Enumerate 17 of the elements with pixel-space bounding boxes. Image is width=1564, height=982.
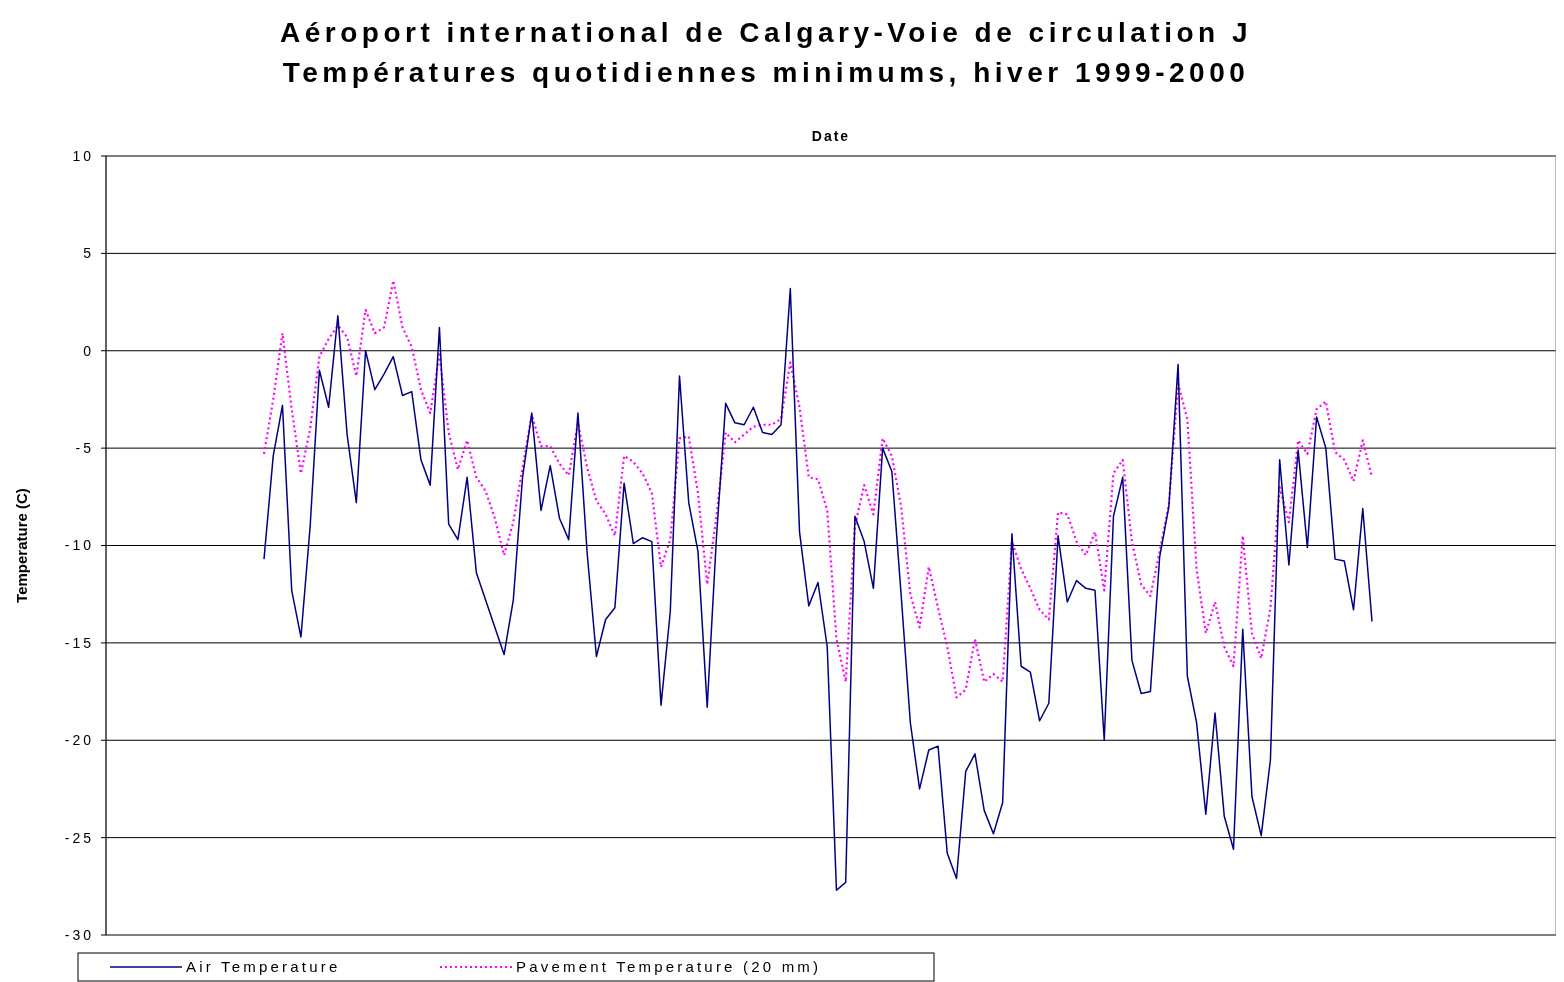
line-series [263, 287, 1373, 891]
y-tick-label: 0 [83, 342, 94, 359]
y-tick-label: -30 [64, 926, 94, 943]
y-tick-label: -10 [64, 537, 94, 554]
y-tick-label: -5 [75, 440, 94, 457]
chart-subtitle: Températures quotidiennes minimums, hiver 1999-2000 [282, 57, 1250, 88]
y-tick-label: -20 [64, 732, 94, 749]
x-axis-title: Date [811, 128, 851, 144]
y-tick-label: 10 [72, 147, 94, 164]
y-tick-label: -25 [64, 829, 94, 846]
y-tick-label: 5 [83, 245, 94, 262]
y-axis-title: Temperature (C) [13, 488, 30, 603]
line-series [262, 279, 1374, 699]
legend-label: Air Temperature [186, 958, 341, 976]
chart-title: Aéroport international de Calgary-Voie de circulation J [279, 17, 1253, 48]
legend-label: Pavement Temperature (20 mm) [516, 958, 822, 976]
y-tick-label: -15 [64, 634, 94, 651]
